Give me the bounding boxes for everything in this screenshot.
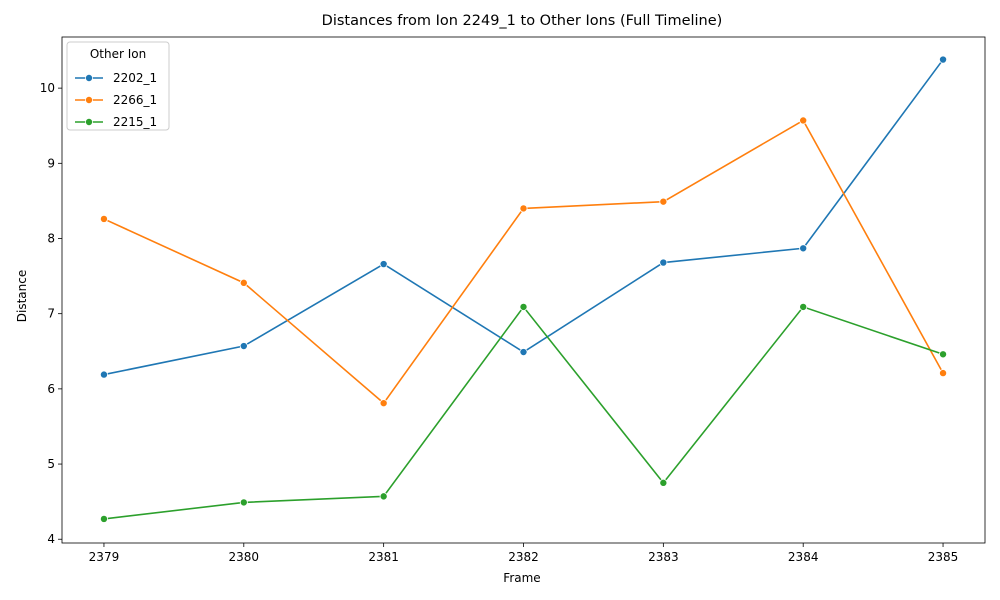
y-tick-label: 6 bbox=[47, 382, 55, 396]
y-tick-label: 10 bbox=[40, 81, 55, 95]
legend-label: 2266_1 bbox=[113, 93, 157, 107]
y-tick-label: 4 bbox=[47, 532, 55, 546]
series-2266_1 bbox=[99, 116, 948, 408]
series-2202_1 bbox=[99, 55, 948, 379]
legend-label: 2202_1 bbox=[113, 71, 157, 85]
y-tick-label: 8 bbox=[47, 231, 55, 245]
y-axis: 4 5 6 7 8 9 10 bbox=[40, 81, 62, 546]
y-tick-label: 9 bbox=[47, 156, 55, 170]
x-tick-label: 2383 bbox=[648, 550, 679, 564]
data-point bbox=[659, 197, 668, 206]
data-point bbox=[99, 370, 108, 379]
data-point bbox=[939, 55, 948, 64]
data-point bbox=[799, 302, 808, 311]
x-tick-label: 2380 bbox=[229, 550, 260, 564]
x-tick-label: 2381 bbox=[368, 550, 399, 564]
legend-item-2202_1: 2202_1 bbox=[75, 71, 157, 85]
data-point bbox=[379, 260, 388, 269]
x-tick-label: 2382 bbox=[508, 550, 539, 564]
legend-item-2266_1: 2266_1 bbox=[75, 93, 157, 107]
legend-swatch-marker bbox=[85, 118, 94, 127]
data-point bbox=[519, 348, 528, 357]
legend-swatch-marker bbox=[85, 74, 94, 83]
chart-title: Distances from Ion 2249_1 to Other Ions … bbox=[322, 13, 723, 29]
series-line bbox=[103, 59, 944, 376]
data-point bbox=[659, 258, 668, 267]
data-point bbox=[379, 492, 388, 501]
data-point bbox=[379, 399, 388, 408]
data-point bbox=[939, 369, 948, 378]
x-axis: 2379 2380 2381 2382 2383 2384 2385 bbox=[89, 543, 959, 564]
data-point bbox=[519, 204, 528, 213]
plot-area bbox=[61, 36, 986, 544]
x-tick-label: 2384 bbox=[788, 550, 819, 564]
legend-item-2215_1: 2215_1 bbox=[75, 115, 157, 129]
x-axis-label: Frame bbox=[503, 571, 540, 585]
series-line bbox=[103, 119, 944, 405]
series-2215_1 bbox=[99, 302, 948, 523]
series-layer bbox=[99, 55, 948, 523]
legend-title: Other Ion bbox=[90, 47, 146, 61]
series-line bbox=[103, 305, 944, 520]
legend: Other Ion 2202_1 2266_1 2215_1 bbox=[66, 41, 170, 131]
data-point bbox=[519, 302, 528, 311]
legend-box bbox=[66, 41, 170, 131]
data-point bbox=[659, 478, 668, 487]
data-point bbox=[239, 342, 248, 351]
data-point bbox=[799, 244, 808, 253]
y-tick-label: 7 bbox=[47, 307, 55, 321]
legend-swatch-marker bbox=[85, 96, 94, 105]
y-axis-label: Distance bbox=[15, 270, 29, 322]
x-tick-label: 2385 bbox=[928, 550, 959, 564]
x-tick-label: 2379 bbox=[89, 550, 120, 564]
data-point bbox=[939, 350, 948, 359]
data-point bbox=[239, 278, 248, 287]
legend-label: 2215_1 bbox=[113, 115, 157, 129]
data-point bbox=[99, 214, 108, 223]
plot-frame bbox=[61, 36, 986, 544]
data-point bbox=[99, 514, 108, 523]
y-tick-label: 5 bbox=[47, 457, 55, 471]
data-point bbox=[799, 116, 808, 125]
data-point bbox=[239, 498, 248, 507]
